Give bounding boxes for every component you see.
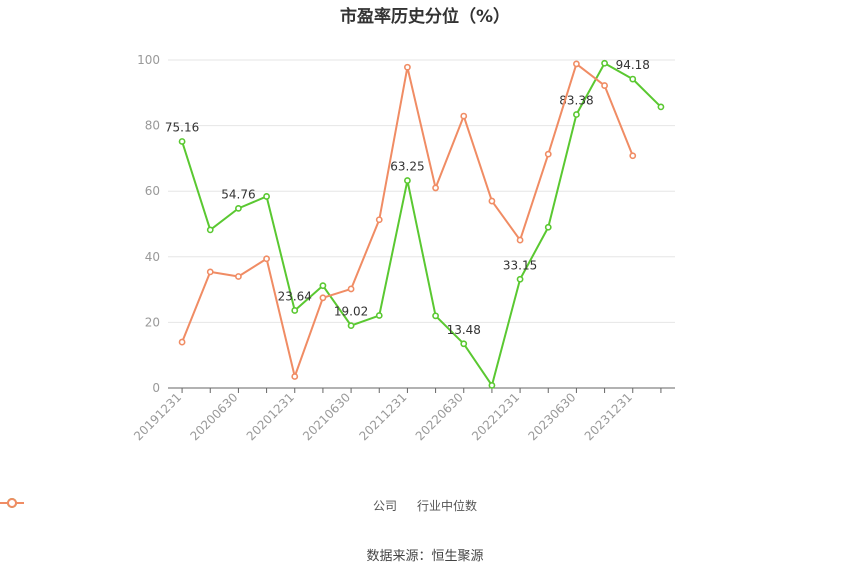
data-point — [573, 111, 580, 118]
y-tick-label: 20 — [145, 315, 160, 329]
data-point — [206, 226, 214, 234]
legend: 公司 行业中位数 — [0, 497, 850, 514]
data-point — [178, 138, 186, 145]
legend-marker-industry — [0, 498, 24, 508]
data-point — [235, 273, 242, 280]
data-point — [432, 312, 439, 320]
data-source: 数据来源：恒生聚源 — [366, 549, 484, 564]
x-tick-label: 20220630 — [413, 390, 466, 443]
data-point — [319, 282, 327, 290]
data-label: 63.25 — [390, 160, 424, 174]
data-label: 54.76 — [221, 187, 255, 201]
y-tick-label: 60 — [145, 184, 160, 198]
data-label: 33.15 — [503, 258, 537, 272]
data-point — [629, 75, 637, 83]
series-line-1 — [181, 62, 634, 378]
x-tick-label: 20200630 — [187, 390, 240, 443]
data-point — [460, 340, 468, 348]
data-point — [516, 275, 524, 283]
legend-label-industry: 行业中位数 — [417, 499, 478, 513]
data-point — [432, 184, 439, 192]
data-point — [488, 197, 496, 205]
data-point — [291, 307, 299, 314]
data-point — [319, 294, 327, 302]
data-point — [601, 82, 608, 89]
x-tick-label: 20191231 — [131, 390, 184, 443]
data-point — [291, 373, 299, 380]
data-point — [178, 338, 186, 346]
x-tick-label: 20211231 — [356, 390, 409, 443]
data-point — [404, 177, 411, 184]
y-tick-label: 0 — [152, 381, 160, 395]
data-point — [516, 236, 524, 244]
data-point — [573, 60, 580, 68]
data-point — [544, 223, 552, 231]
data-point — [404, 63, 411, 71]
x-tick-label: 20221231 — [469, 390, 522, 443]
series-line-0 — [181, 62, 662, 387]
x-tick-label: 20230630 — [525, 390, 578, 443]
data-point — [206, 268, 214, 276]
data-point — [657, 103, 665, 111]
data-point — [488, 381, 496, 389]
data-point — [460, 112, 468, 120]
data-label: 13.48 — [447, 323, 481, 337]
data-point — [544, 150, 552, 158]
x-tick-label: 20231231 — [582, 390, 635, 443]
data-label: 83.38 — [559, 94, 593, 108]
legend-item-industry[interactable]: 行业中位数 — [0, 497, 478, 514]
legend-item-company[interactable]: 公司 — [0, 497, 397, 514]
data-point — [263, 193, 270, 200]
data-point — [629, 152, 637, 160]
x-tick-label: 20201231 — [244, 390, 297, 443]
data-point — [263, 255, 270, 263]
data-point — [347, 322, 355, 330]
data-point — [235, 204, 242, 212]
data-label: 19.02 — [334, 305, 368, 319]
data-label: 23.64 — [278, 289, 312, 303]
data-point — [375, 312, 383, 319]
data-label: 75.16 — [165, 120, 199, 134]
y-tick-label: 100 — [137, 53, 160, 67]
data-point — [375, 216, 383, 224]
legend-label-company: 公司 — [372, 499, 397, 513]
data-label: 94.18 — [616, 58, 650, 72]
chart-title: 市盈率历史分位（%） — [339, 7, 511, 27]
data-point — [347, 285, 355, 293]
y-tick-label: 80 — [145, 119, 160, 133]
data-point — [601, 59, 608, 67]
y-tick-label: 40 — [145, 250, 160, 264]
x-tick-label: 20210630 — [300, 390, 353, 443]
